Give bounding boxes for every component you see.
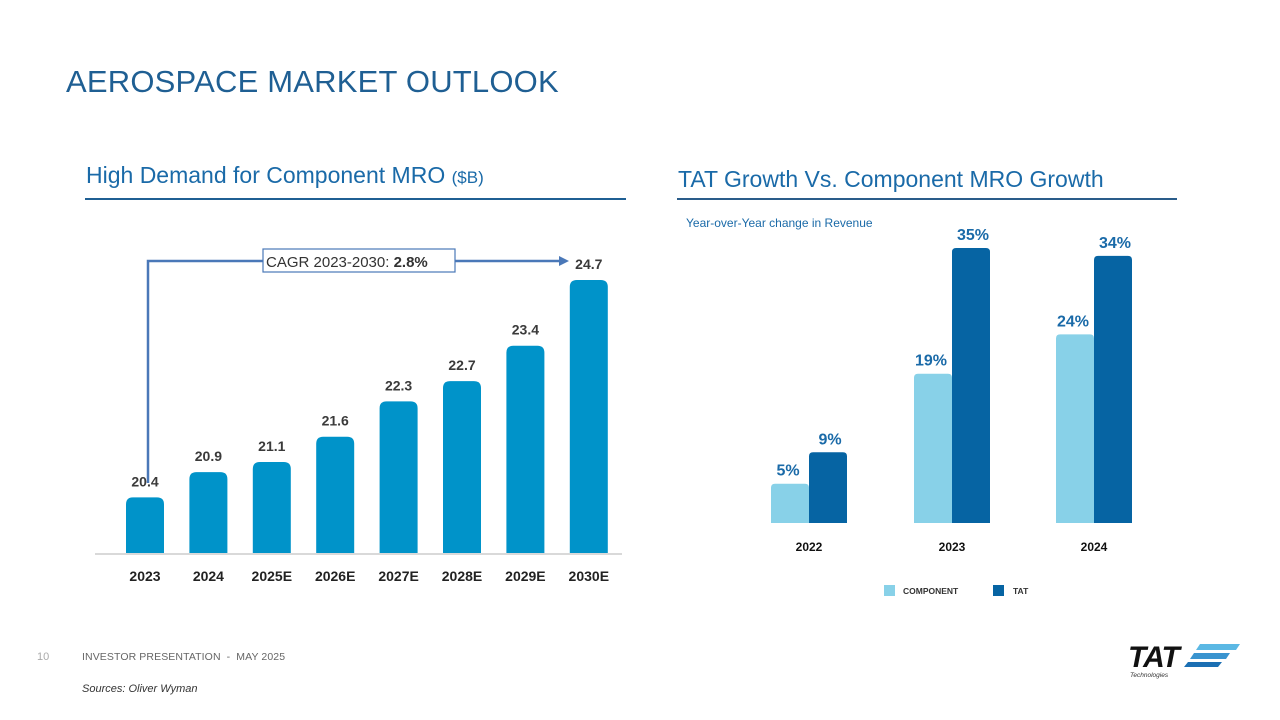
growth-x-tick-label: 2024: [1081, 540, 1108, 554]
footer-sources: Sources: Oliver Wyman: [82, 683, 198, 695]
page-number: 10: [37, 651, 50, 663]
mro-x-tick-label: 2024: [193, 568, 224, 584]
growth-chart-subtitle: Year-over-Year change in Revenue: [686, 216, 873, 230]
growth-legend: COMPONENT TAT: [884, 585, 1029, 596]
mro-bar-2024: [189, 472, 228, 553]
mro-x-tick-label: 2026E: [315, 568, 355, 584]
growth-bar-component-2022: [771, 483, 809, 523]
tat-technologies-logo: TAT Technologies: [1128, 641, 1240, 679]
growth-bar-value-label: 34%: [1099, 235, 1131, 252]
mro-x-tick-label: 2028E: [442, 568, 482, 584]
mro-bar-value-label: 22.7: [448, 357, 475, 373]
growth-bar-tat-2022: [809, 452, 847, 523]
mro-bar-value-label: 20.9: [195, 448, 222, 464]
mro-bar-value-label: 24.7: [575, 256, 602, 272]
cagr-label-prefix: CAGR 2023-2030:: [266, 254, 394, 271]
mro-x-tick-label: 2030E: [569, 568, 609, 584]
mro-bar-value-label: 22.3: [385, 377, 412, 393]
growth-bar-tat-2024: [1094, 255, 1132, 523]
mro-bar-value-label: 20.4: [131, 473, 158, 489]
growth-bar-value-label: 24%: [1057, 313, 1089, 330]
footer-presentation-label: INVESTOR PRESENTATION - MAY 2025: [82, 651, 286, 663]
growth-chart-title-rule: [677, 198, 1177, 200]
logo-tagline: Technologies: [1130, 672, 1169, 679]
mro-chart-unit: ($B): [451, 168, 484, 187]
legend-swatch-component: [884, 585, 895, 596]
legend-label-component: COMPONENT: [903, 586, 959, 596]
logo-wordmark: TAT: [1128, 641, 1183, 674]
growth-bar-value-label: 5%: [776, 463, 799, 480]
mro-chart-title: High Demand for Component MRO ($B): [86, 162, 484, 189]
logo-stripe-top: [1196, 644, 1240, 650]
growth-bar-tat-2023: [952, 248, 990, 523]
logo-stripe-bottom: [1184, 662, 1222, 667]
mro-chart-title-rule: [85, 198, 626, 200]
cagr-label-box: [262, 248, 456, 273]
mro-x-tick-label: 2023: [129, 568, 160, 584]
mro-x-tick-label: 2029E: [505, 568, 545, 584]
mro-x-tick-label: 2025E: [252, 568, 292, 584]
mro-bar-value-label: 21.1: [258, 438, 285, 454]
growth-bar-component-2023: [914, 373, 952, 523]
mro-bar-value-label: 23.4: [512, 322, 539, 338]
growth-chart-title: TAT Growth Vs. Component MRO Growth: [678, 166, 1104, 192]
mro-bar-2028E: [443, 381, 481, 553]
mro-bar-value-label: 21.6: [322, 413, 349, 429]
cagr-arrowhead: [559, 256, 569, 266]
growth-bar-value-label: 9%: [818, 431, 841, 448]
legend-label-tat: TAT: [1013, 586, 1029, 596]
growth-x-tick-label: 2022: [796, 540, 823, 554]
growth-bar-value-label: 19%: [915, 353, 947, 370]
growth-x-tick-label: 2023: [939, 540, 966, 554]
mro-bar-2023: [126, 497, 164, 553]
mro-bar-2030E: [569, 280, 608, 553]
mro-chart-title-text: High Demand for Component MRO: [86, 162, 446, 188]
growth-bar-component-2024: [1056, 334, 1094, 523]
growth-bar-value-label: 35%: [957, 227, 989, 244]
cagr-label: CAGR 2023-2030: 2.8%: [266, 254, 428, 271]
mro-bar-2026E: [316, 436, 355, 553]
mro-bar-2025E: [252, 462, 291, 553]
mro-bar-2027E: [379, 401, 418, 553]
mro-x-tick-label: 2027E: [378, 568, 418, 584]
legend-swatch-tat: [993, 585, 1004, 596]
page-title: AEROSPACE MARKET OUTLOOK: [66, 64, 559, 99]
cagr-label-value: 2.8%: [394, 254, 428, 271]
cagr-annotation: CAGR 2023-2030: 2.8%: [146, 248, 569, 483]
mro-bar-2029E: [506, 345, 545, 553]
logo-stripe-middle: [1190, 653, 1230, 659]
